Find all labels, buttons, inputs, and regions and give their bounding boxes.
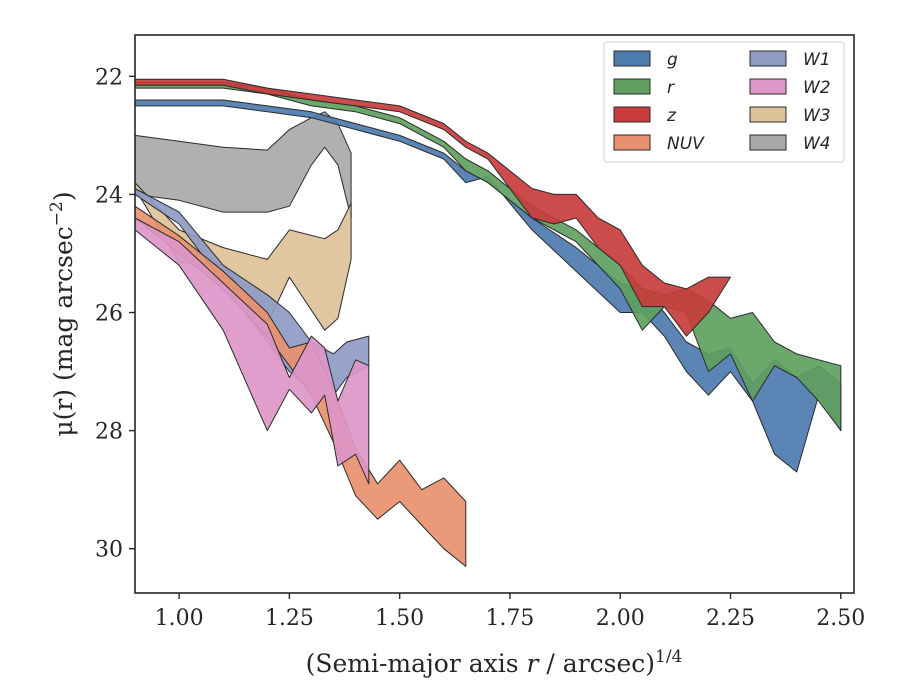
legend-label-w2: W2: [803, 78, 831, 98]
x-tick-label: 2.25: [706, 606, 755, 631]
legend-label-w3: W3: [803, 106, 831, 126]
y-axis-label: μ(r) (mag arcsec−2): [47, 191, 78, 436]
x-tick-label: 2.50: [816, 606, 865, 631]
legend-box: [603, 41, 845, 163]
band-w4: [134, 111, 352, 219]
y-ticks: 22 24 26 28 30: [95, 65, 135, 563]
legend-label-g: g: [667, 50, 678, 70]
legend-swatch-w3: [749, 106, 787, 123]
legend-swatch-w2: [749, 78, 787, 95]
bands-layer: [134, 78, 842, 567]
x-tick-label: 1.25: [265, 606, 314, 631]
plot-frame: [134, 34, 855, 594]
legend-label-r: r: [667, 78, 675, 98]
legend-label-w4: W4: [803, 134, 831, 154]
legend-label-w1: W1: [803, 50, 831, 70]
band-w2: [134, 217, 370, 485]
x-tick-label: 2.00: [596, 606, 645, 631]
legend-label-z: z: [666, 106, 677, 126]
legend-swatch-g: [613, 50, 651, 67]
legend: grz NUV W1 W2 W3 W4: [603, 41, 845, 163]
x-tick-label: 1.75: [485, 606, 534, 631]
legend-swatch-z: [613, 106, 651, 123]
band-z: [134, 78, 731, 337]
x-axis-label: (Semi-major axis r / arcsec)1/4: [306, 647, 683, 678]
x-tick-label: 1.00: [155, 606, 204, 631]
legend-swatch-r: [613, 78, 651, 95]
x-tick-label: 1.50: [375, 606, 424, 631]
y-tick-label: 26: [95, 302, 123, 327]
y-tick-label: 28: [95, 420, 123, 445]
legend-label-nuv: NUV: [667, 134, 705, 154]
y-tick-label: 24: [95, 183, 123, 208]
legend-swatch-w4: [749, 134, 787, 151]
band-r: [134, 81, 842, 432]
legend-swatch-nuv: [613, 134, 651, 151]
legend-swatch-w1: [749, 50, 787, 67]
y-tick-label: 30: [95, 538, 123, 563]
y-tick-label: 22: [95, 65, 123, 90]
x-ticks: 1.00 1.25 1.50 1.75 2.00 2.25 2.50: [155, 593, 865, 631]
